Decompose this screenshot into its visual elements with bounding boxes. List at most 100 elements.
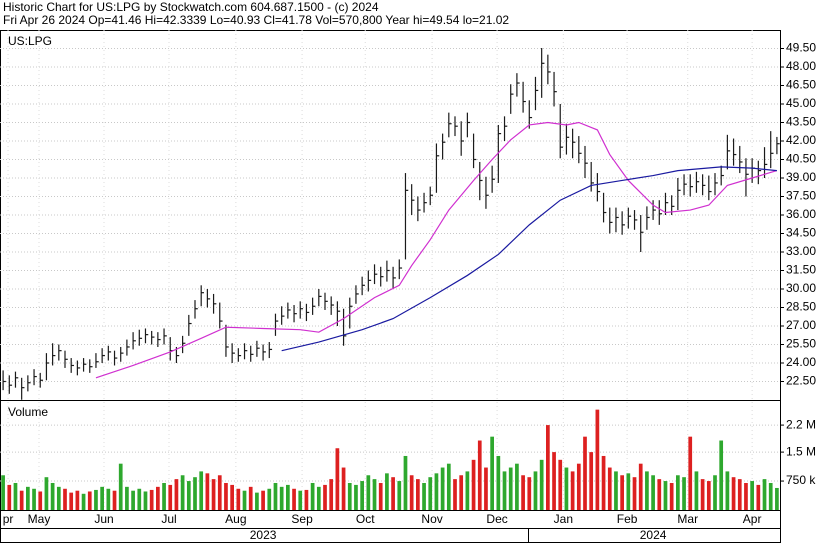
x-tick-label: Feb [617,512,638,526]
volume-bar [137,488,142,510]
volume-bar [87,491,92,510]
volume-bar [459,475,464,510]
volume-bar [261,490,265,510]
volume-bar [626,473,631,510]
volume-bar [570,471,575,510]
x-tick-label: Jun [94,512,113,526]
volume-bar [75,490,80,510]
year-label: 2023 [250,528,277,542]
x-tick-label: Nov [421,512,442,526]
volume-bar [168,484,173,510]
chart-subtitle: Fri Apr 26 2024 Op=41.46 Hi=42.3339 Lo=4… [3,13,509,27]
x-tick-label: Apr [743,512,762,526]
volume-bar [558,459,563,510]
volume-label: Volume [8,405,48,419]
volume-bar [533,471,538,510]
volume-bar [645,471,649,510]
y-tick-label: 2.2 M [786,417,816,431]
y-tick-label: 25.50 [786,337,816,351]
volume-bar [304,489,309,510]
volume-bar [539,459,544,510]
volume-bar [576,463,581,510]
volume-bar [638,463,643,510]
x-tick-label: pr [3,512,14,526]
volume-bar [397,481,402,510]
volume-bar [403,455,408,510]
volume-bar [94,489,98,510]
volume-bar [100,486,104,510]
volume-bar [13,482,18,510]
x-tick-label: Sep [291,512,313,526]
volume-bar [669,482,674,510]
volume-bar [607,467,612,510]
volume-bar [632,477,637,510]
y-tick-label: 36.00 [786,207,816,221]
volume-bar [657,479,662,510]
volume-bar [193,477,197,510]
volume-bar [775,487,779,510]
volume-bar [700,479,705,510]
volume-bar [156,486,160,510]
volume-bar [446,463,451,510]
volume-bar [341,467,346,510]
volume-bar [335,448,340,510]
volume-bar [310,482,315,510]
volume-bar [106,488,111,510]
volume-bar [224,482,228,510]
volume-bar [112,490,117,510]
volume-bar [521,475,525,510]
volume-bar [205,473,210,510]
x-tick-label: Jul [161,512,176,526]
year-label: 2024 [640,528,667,542]
volume-bar [428,477,433,510]
volume-bar [477,440,482,510]
y-tick-label: 42.00 [786,133,816,147]
volume-bar [230,484,234,510]
volume-bar [292,488,296,510]
volume-bar [149,489,154,510]
y-tick-label: 30.00 [786,281,816,295]
volume-bar [385,473,389,510]
volume-bar [286,484,290,510]
volume-bar [50,482,55,510]
volume-bar [552,452,556,510]
volume-bar [347,482,352,510]
volume-bar [744,482,748,510]
volume-bar [242,490,247,510]
y-tick-label: 45.00 [786,96,816,110]
chart-title: Historic Chart for US:LPG by Stockwatch.… [3,0,379,14]
volume-bar [471,459,476,510]
volume-bar [143,491,148,510]
y-tick-label: 48.00 [786,59,816,73]
volume-bar [180,475,185,510]
volume-bar [186,481,191,510]
moving-average [281,166,777,352]
volume-bar [756,484,761,510]
y-tick-label: 1.5 M [786,444,816,458]
volume-bar [378,482,383,510]
volume-bar [564,467,569,510]
volume-bar [248,486,253,510]
y-tick-label: 31.50 [786,263,816,277]
volume-bar [354,484,358,510]
volume-bar [329,479,334,510]
symbol-label: US:LPG [8,34,52,48]
volume-bar [583,436,587,510]
volume-bar [81,493,86,510]
y-tick-label: 49.50 [786,41,816,55]
volume-bar [589,452,594,510]
volume-bar [688,436,693,510]
volume-bar [32,488,36,510]
volume-bar [211,479,216,510]
volume-bar [416,479,420,510]
volume-bar [750,481,754,510]
volume-bar [546,425,550,510]
x-tick-label: Mar [677,512,698,526]
y-tick-label: 40.50 [786,152,816,166]
y-tick-label: 43.50 [786,115,816,129]
y-tick-label: 22.50 [786,374,816,388]
volume-bar [19,490,24,510]
volume-bar [601,455,606,510]
volume-bar [199,471,204,510]
